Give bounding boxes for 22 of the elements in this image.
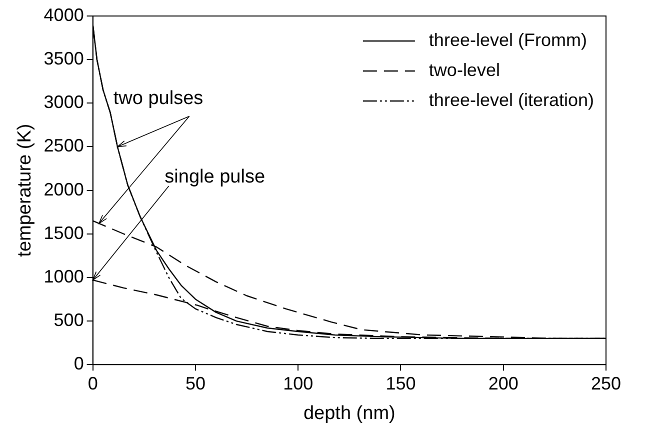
- y-tick-label: 2000: [44, 179, 84, 200]
- legend-label: three-level (iteration): [428, 90, 594, 110]
- y-tick-label: 1500: [44, 222, 84, 243]
- x-tick-label: 50: [185, 373, 206, 394]
- y-axis-title: temperature (K): [14, 124, 36, 257]
- y-tick-label: 4000: [44, 4, 84, 25]
- legend-label: two-level: [428, 60, 500, 80]
- y-tick-label: 2500: [44, 136, 84, 156]
- x-tick-label: 0: [88, 373, 98, 394]
- legend-label: three-level (Fromm): [428, 30, 587, 50]
- y-tick-label: 1000: [44, 266, 84, 286]
- annotation: two pulses: [113, 88, 204, 110]
- x-tick-label: 100: [283, 373, 314, 394]
- annotation: single pulse: [164, 166, 266, 188]
- y-tick-label: 0: [74, 354, 84, 374]
- x-tick-label: 250: [590, 373, 622, 394]
- x-tick-label: 150: [386, 373, 416, 394]
- y-tick-label: 500: [54, 310, 84, 330]
- x-axis-title: depth (nm): [303, 402, 396, 424]
- y-tick-label: 3000: [44, 92, 84, 112]
- x-tick-label: 200: [488, 373, 518, 394]
- y-tick-label: 3500: [44, 48, 84, 69]
